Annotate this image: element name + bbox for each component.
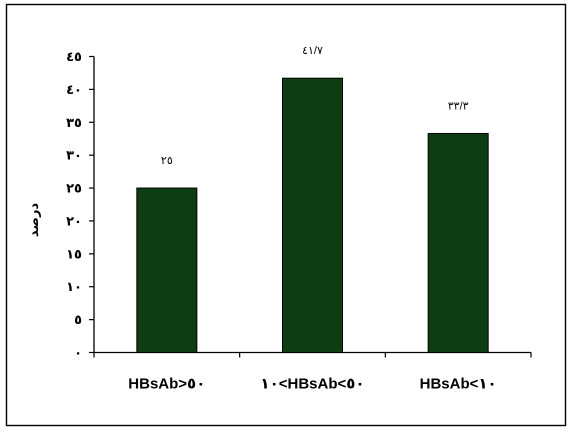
y-tick-label: ٢٥ <box>66 181 82 196</box>
data-label: ٣٣/٣ <box>448 100 469 112</box>
y-tick-label: ٤٥ <box>66 49 82 64</box>
bar <box>427 132 489 353</box>
y-tick-label: ٢٠ <box>66 213 82 228</box>
y-tick-label: ١٠ <box>66 279 82 294</box>
x-category-label: ١٠<HBsAb<٥٠ <box>260 376 364 393</box>
y-tick-label: ٣٥ <box>66 115 82 130</box>
y-tick-label: ١٥ <box>66 246 82 261</box>
data-label: ٢٥ <box>161 155 173 167</box>
y-tick-label: ٤٠ <box>66 82 82 97</box>
x-category-label: HBsAb>٥٠ <box>128 376 205 393</box>
data-label: ٤١/٧ <box>302 45 323 57</box>
y-tick-label: ٣٠ <box>66 148 82 163</box>
y-tick-label: ٥ <box>74 312 82 327</box>
y-tick-label: ٠ <box>74 345 82 360</box>
bar <box>282 77 343 353</box>
x-category-label: HBsAb<١٠ <box>420 376 497 393</box>
bar <box>136 187 198 353</box>
y-axis-label: درصد <box>26 203 41 238</box>
